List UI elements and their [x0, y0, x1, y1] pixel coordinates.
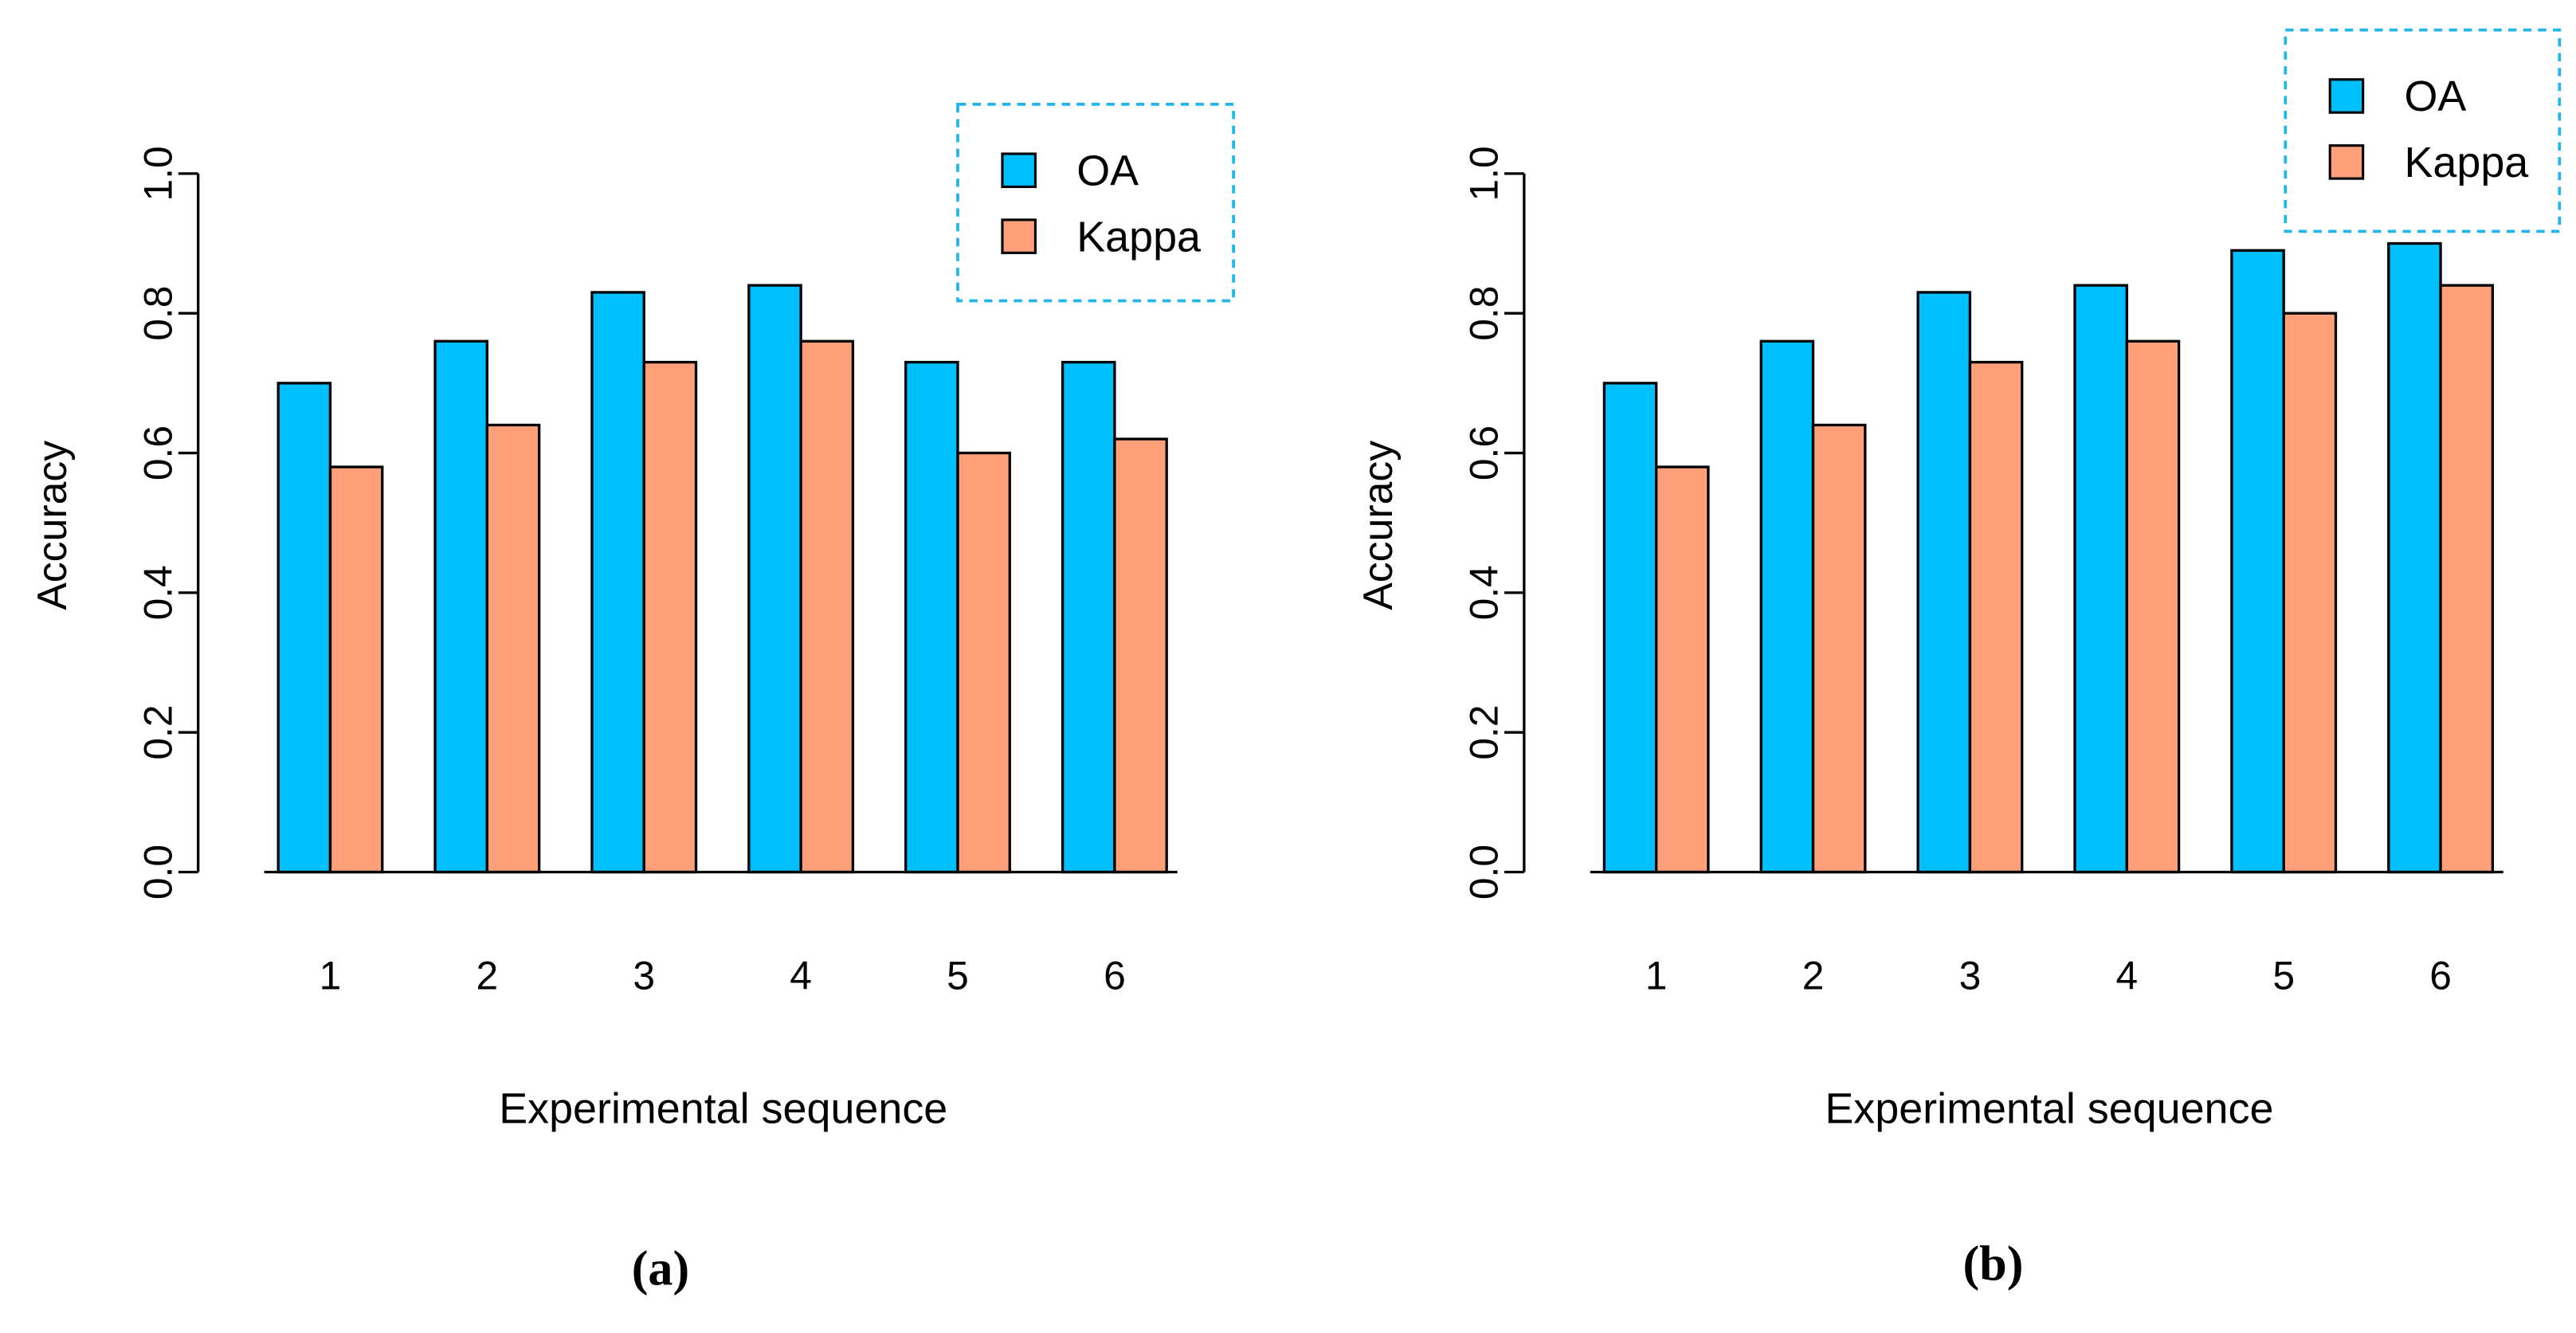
- x-axis-label: Experimental sequence: [499, 1085, 947, 1133]
- bar-oa-1: [276, 382, 332, 874]
- legend: OA Kappa: [956, 102, 1235, 303]
- legend-border: [2284, 28, 2562, 233]
- bar-oa-5: [2230, 249, 2285, 874]
- y-tick-label: 0.8: [136, 286, 181, 341]
- x-tick-label: 4: [790, 954, 812, 998]
- bar-oa-3: [1916, 291, 1972, 874]
- x-tick-label: 1: [320, 954, 342, 998]
- y-tick-label: 0.2: [1462, 705, 1507, 760]
- x-tick-label: 3: [633, 954, 655, 998]
- chart-panel-a: 0.0 0.2 0.4 0.6 0.8 1.0 Accuracy 1 2 3 4 5 6 Experime…: [29, 102, 1235, 1296]
- x-tick-label: 4: [2115, 954, 2138, 998]
- y-tick-label: 0.6: [136, 425, 181, 480]
- y-axis-label: Accuracy: [29, 441, 75, 610]
- bar-kappa-5: [2282, 312, 2338, 874]
- x-tick-label: 6: [2429, 954, 2452, 998]
- bar-oa-6: [2387, 241, 2442, 874]
- y-tick-label: 0.8: [1462, 286, 1507, 341]
- y-tick-label: 1.0: [1462, 146, 1507, 201]
- legend-label-oa: OA: [2404, 73, 2466, 120]
- bar-oa-1: [1602, 382, 1658, 874]
- legend-label-kappa: Kappa: [2404, 139, 2528, 186]
- legend: OA Kappa: [2284, 28, 2562, 233]
- bar-kappa-5: [956, 451, 1011, 874]
- legend-swatch-oa: [1001, 152, 1037, 189]
- x-tick-label: 5: [2272, 954, 2295, 998]
- bar-kappa-3: [1968, 360, 2024, 874]
- x-tick-label: 1: [1645, 954, 1668, 998]
- bar-oa-3: [590, 291, 645, 874]
- bar-kappa-4: [2125, 339, 2181, 874]
- x-axis-label: Experimental sequence: [1825, 1085, 2273, 1133]
- bar-oa-2: [1759, 339, 1815, 874]
- legend-label-oa: OA: [1076, 147, 1139, 194]
- bar-kappa-2: [485, 423, 541, 874]
- legend-swatch-kappa: [1001, 218, 1037, 254]
- bar-kappa-1: [1654, 465, 1710, 874]
- y-axis-label: Accuracy: [1355, 441, 1401, 610]
- y-tick-label: 0.4: [136, 565, 181, 620]
- x-tick-label: 5: [947, 954, 969, 998]
- bar-kappa-1: [328, 465, 384, 874]
- panel-caption: (b): [1962, 1237, 2023, 1291]
- legend-border: [956, 102, 1235, 303]
- y-tick-label: 0.6: [1462, 425, 1507, 480]
- y-tick-label: 1.0: [136, 146, 181, 201]
- bar-kappa-4: [799, 339, 855, 874]
- chart-panel-b: 0.0 0.2 0.4 0.6 0.8 1.0 Accuracy 1 2 3 4 5 6 Experime…: [1355, 28, 2562, 1291]
- bar-kappa-6: [2439, 284, 2494, 874]
- bar-kappa-3: [642, 360, 698, 874]
- y-tick-label: 0.0: [1462, 845, 1507, 900]
- bar-kappa-2: [1811, 423, 1867, 874]
- bar-kappa-6: [1113, 437, 1168, 874]
- y-tick-label: 0.0: [136, 845, 181, 900]
- bar-oa-5: [904, 360, 959, 874]
- legend-label-kappa: Kappa: [1076, 213, 1201, 261]
- panel-caption: (a): [632, 1242, 689, 1296]
- x-tick-label: 2: [1802, 954, 1825, 998]
- bar-oa-2: [433, 339, 489, 874]
- x-tick-label: 2: [476, 954, 499, 998]
- y-tick-label: 0.4: [1462, 565, 1507, 620]
- bar-oa-6: [1061, 360, 1116, 874]
- y-tick-label: 0.2: [136, 705, 181, 760]
- x-tick-label: 3: [1959, 954, 1982, 998]
- legend-swatch-oa: [2328, 78, 2365, 114]
- legend-swatch-kappa: [2328, 144, 2365, 180]
- bar-oa-4: [2073, 284, 2128, 874]
- x-tick-label: 6: [1104, 954, 1126, 998]
- bar-oa-4: [747, 284, 802, 874]
